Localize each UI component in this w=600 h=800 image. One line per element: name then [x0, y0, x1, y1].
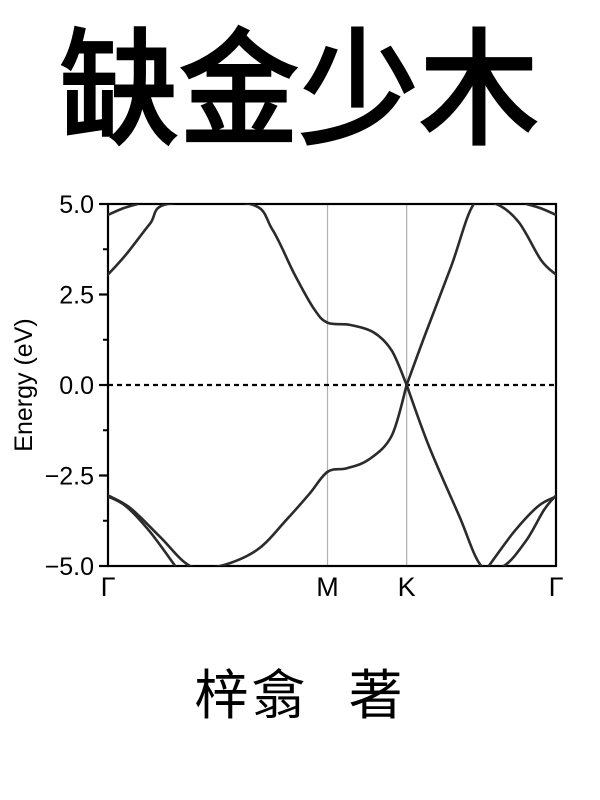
- x-tick-label-K: K: [398, 572, 416, 602]
- band-curves: [108, 204, 556, 566]
- band-structure-plot: Energy (eV) 5.0 2.5 0.0 −2.5 −5.0 Γ M K Γ: [10, 191, 564, 602]
- band-curve: [405, 204, 556, 387]
- band-curve: [405, 383, 556, 566]
- y-axis-ticks: [99, 202, 108, 568]
- band-curve: [108, 204, 140, 217]
- y-tick-label: 5.0: [59, 191, 94, 219]
- x-tick-label-Γ: Γ: [101, 572, 116, 602]
- band-curve: [108, 204, 408, 387]
- band-structure-figure: Energy (eV) 5.0 2.5 0.0 −2.5 −5.0 Γ M K Γ: [0, 180, 600, 610]
- y-axis-tick-labels: 5.0 2.5 0.0 −2.5 −5.0: [45, 191, 94, 581]
- title-block: 缺金少木: [0, 0, 600, 180]
- band-curve: [524, 204, 556, 217]
- band-curve: [487, 495, 556, 566]
- author-block: 梓翕 著: [0, 610, 600, 800]
- y-tick-label: −2.5: [45, 463, 94, 491]
- band-curve: [108, 383, 408, 566]
- author-name: 梓翕 著: [194, 663, 406, 727]
- x-tick-label-Γ: Γ: [549, 572, 564, 602]
- book-title: 缺金少木: [59, 16, 540, 164]
- grid-lines: [326, 204, 408, 566]
- y-tick-label: 0.0: [59, 372, 94, 400]
- y-axis-label: Energy (eV): [10, 318, 38, 451]
- band-curve: [108, 495, 177, 566]
- y-tick-label: −5.0: [45, 553, 94, 581]
- y-tick-label: 2.5: [59, 282, 94, 310]
- x-tick-label-M: M: [316, 572, 339, 602]
